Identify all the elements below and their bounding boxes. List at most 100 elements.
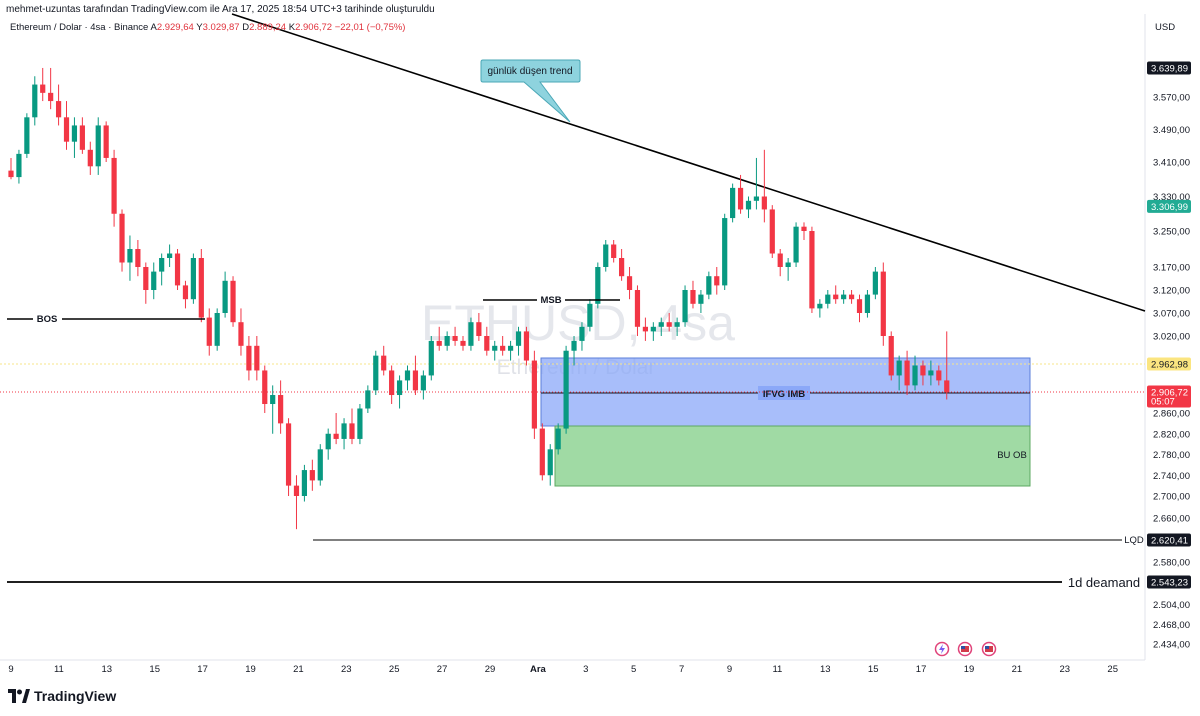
- candle-body[interactable]: [159, 258, 165, 272]
- candle-body[interactable]: [880, 271, 886, 336]
- candle-body[interactable]: [563, 350, 569, 429]
- candle-body[interactable]: [167, 253, 173, 259]
- candle-body[interactable]: [230, 280, 236, 323]
- candle-body[interactable]: [571, 340, 577, 351]
- candle-body[interactable]: [262, 370, 268, 405]
- candle-body[interactable]: [198, 258, 204, 318]
- candle-body[interactable]: [714, 276, 720, 286]
- candle-body[interactable]: [595, 267, 601, 304]
- candle-body[interactable]: [785, 262, 791, 268]
- candle-body[interactable]: [87, 149, 93, 167]
- candle-body[interactable]: [357, 408, 363, 439]
- candle-body[interactable]: [381, 355, 387, 371]
- candle-body[interactable]: [801, 226, 807, 231]
- candle-body[interactable]: [404, 370, 411, 381]
- candle-body[interactable]: [246, 345, 252, 371]
- candle-body[interactable]: [507, 345, 514, 351]
- candle-body[interactable]: [317, 449, 323, 481]
- candle-body[interactable]: [119, 213, 125, 263]
- candle-body[interactable]: [634, 290, 641, 327]
- candle-body[interactable]: [79, 125, 85, 150]
- candle-body[interactable]: [579, 326, 585, 341]
- candle-body[interactable]: [936, 370, 942, 381]
- candle-body[interactable]: [48, 92, 54, 102]
- candle-body[interactable]: [452, 336, 458, 341]
- candle-body[interactable]: [872, 271, 878, 295]
- candle-body[interactable]: [365, 390, 371, 409]
- candle-body[interactable]: [285, 423, 292, 486]
- candle-body[interactable]: [753, 196, 760, 201]
- candle-body[interactable]: [626, 276, 633, 290]
- candle-body[interactable]: [238, 322, 244, 346]
- candle-body[interactable]: [32, 84, 38, 118]
- candle-body[interactable]: [468, 322, 474, 346]
- candle-body[interactable]: [690, 290, 696, 304]
- time-axis[interactable]: 9 11 13 15 17 19 21 23 25 27 29 Ara 3 5 7 9 11 13 15 17 19 21…: [8, 664, 1118, 675]
- candle-body[interactable]: [325, 433, 331, 450]
- candle-body[interactable]: [944, 380, 950, 393]
- candle-body[interactable]: [40, 84, 46, 93]
- candle-body[interactable]: [825, 294, 831, 304]
- symbol-legend[interactable]: Ethereum / Dolar · 4sa · Binance A2.929,…: [10, 22, 405, 33]
- candle-body[interactable]: [492, 345, 498, 351]
- currency-label[interactable]: USD: [1155, 22, 1176, 33]
- candle-body[interactable]: [642, 326, 648, 332]
- candle-body[interactable]: [658, 322, 664, 327]
- candle-body[interactable]: [817, 303, 823, 309]
- candle-body[interactable]: [761, 196, 767, 210]
- event-icons[interactable]: [934, 641, 997, 657]
- candle-body[interactable]: [500, 345, 506, 351]
- candle-body[interactable]: [278, 395, 284, 424]
- candle-body[interactable]: [698, 294, 704, 304]
- candle-body[interactable]: [666, 322, 672, 327]
- price-axis[interactable]: 3.570,00 3.490,00 3.410,00 3.330,00 3.250,00…: [1153, 93, 1190, 651]
- candle-body[interactable]: [349, 423, 355, 439]
- candle-body[interactable]: [896, 360, 902, 376]
- candle-body[interactable]: [928, 370, 934, 376]
- candle-body[interactable]: [476, 322, 482, 336]
- candle-body[interactable]: [444, 336, 450, 346]
- candle-body[interactable]: [428, 340, 434, 376]
- candle-body[interactable]: [730, 187, 736, 219]
- candle-body[interactable]: [523, 331, 530, 361]
- candle-body[interactable]: [848, 294, 855, 300]
- candle-body[interactable]: [111, 157, 117, 214]
- candle-body[interactable]: [745, 200, 752, 210]
- candle-body[interactable]: [539, 428, 545, 476]
- candle-body[interactable]: [833, 294, 839, 300]
- candle-body[interactable]: [603, 244, 609, 268]
- candle-body[interactable]: [611, 244, 617, 259]
- candle-body[interactable]: [182, 285, 189, 300]
- candle-body[interactable]: [135, 249, 141, 267]
- candle-body[interactable]: [373, 355, 379, 391]
- candle-body[interactable]: [389, 370, 395, 396]
- candle-body[interactable]: [24, 117, 30, 154]
- candle-body[interactable]: [309, 470, 315, 481]
- candle-body[interactable]: [270, 395, 276, 405]
- candle-body[interactable]: [619, 258, 625, 277]
- candle-body[interactable]: [864, 294, 871, 313]
- candle-body[interactable]: [706, 276, 712, 295]
- candle-body[interactable]: [396, 380, 403, 396]
- brand[interactable]: TradingView: [8, 688, 116, 704]
- candle-body[interactable]: [912, 365, 918, 386]
- trend-callout[interactable]: [480, 59, 581, 123]
- candle-body[interactable]: [888, 336, 894, 376]
- candle-body[interactable]: [190, 258, 196, 300]
- candle-body[interactable]: [420, 375, 426, 391]
- candle-body[interactable]: [214, 313, 220, 346]
- bu-ob-zone[interactable]: [554, 425, 1031, 487]
- candle-body[interactable]: [127, 249, 133, 263]
- candle-body[interactable]: [531, 360, 537, 429]
- candle-body[interactable]: [682, 290, 688, 323]
- candle-body[interactable]: [412, 370, 419, 391]
- candle-body[interactable]: [436, 340, 442, 346]
- candle-body[interactable]: [16, 153, 22, 178]
- candle-body[interactable]: [254, 345, 260, 371]
- candle-body[interactable]: [341, 423, 347, 439]
- candle-body[interactable]: [174, 253, 181, 286]
- candle-body[interactable]: [650, 326, 656, 332]
- candle-body[interactable]: [143, 267, 149, 290]
- candle-body[interactable]: [777, 253, 783, 268]
